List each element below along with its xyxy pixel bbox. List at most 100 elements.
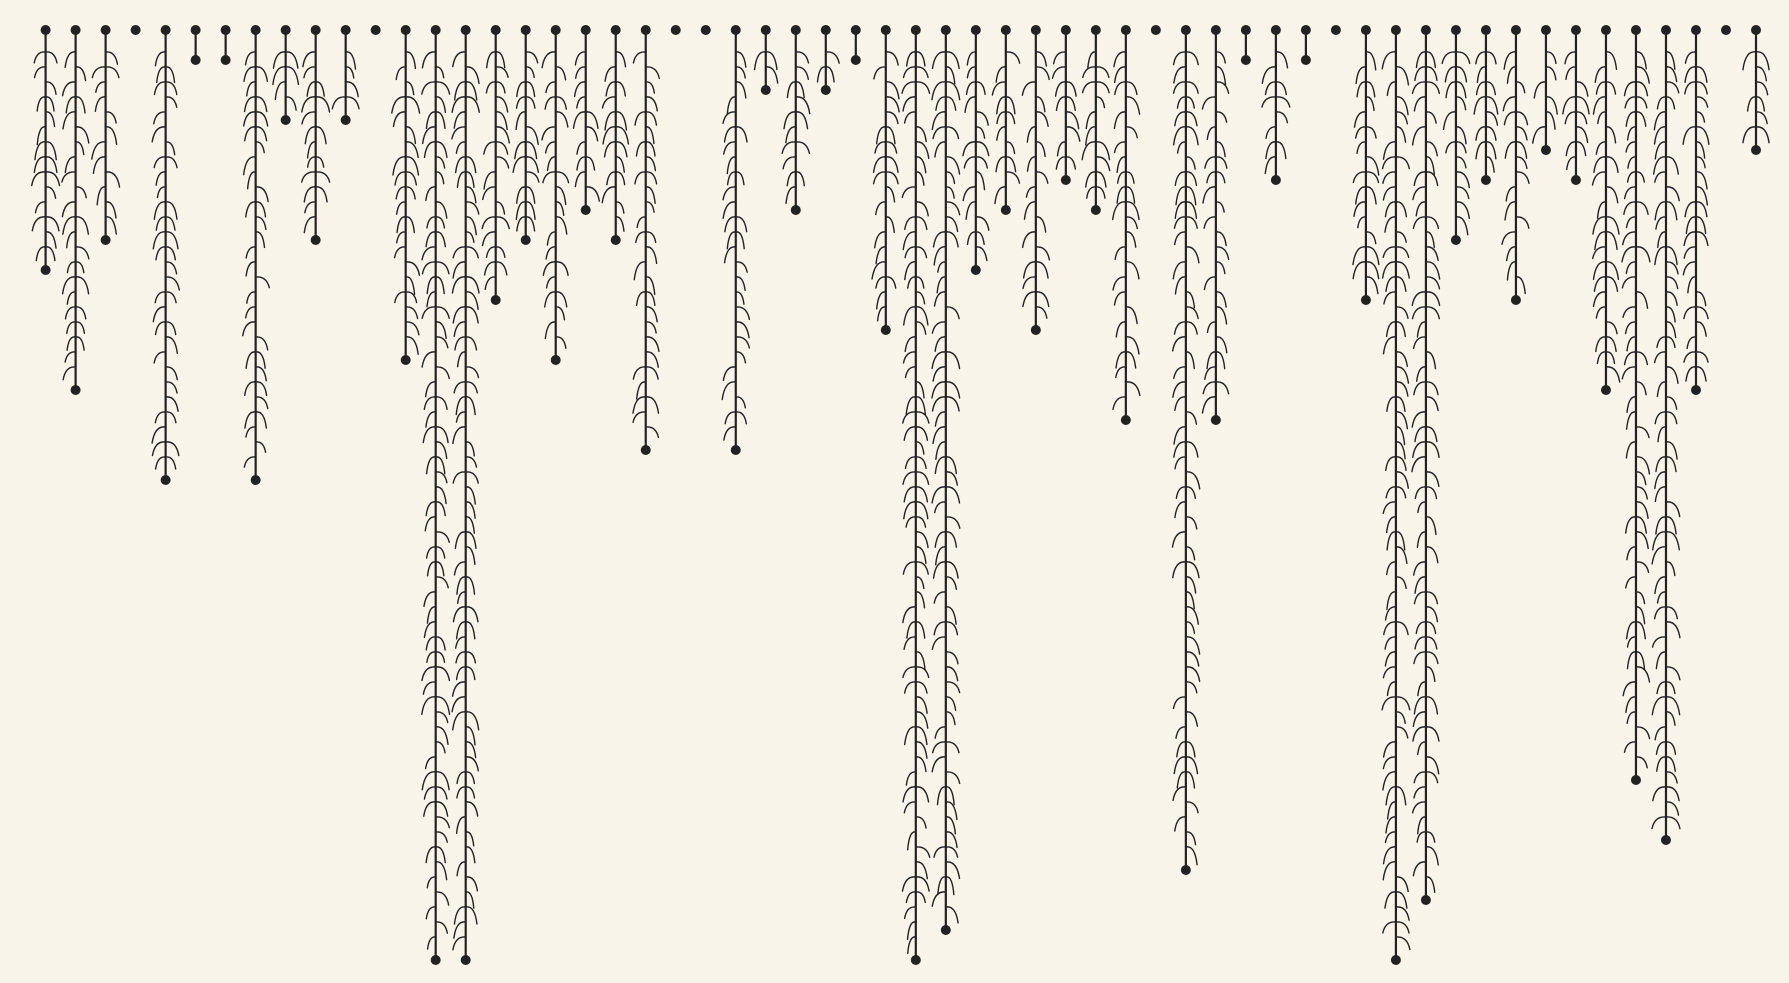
leaf bbox=[1185, 411, 1198, 425]
leaf bbox=[1626, 636, 1637, 648]
leaf bbox=[903, 636, 917, 650]
leaf bbox=[1352, 171, 1367, 184]
leaf bbox=[1055, 96, 1067, 112]
leaf bbox=[1605, 126, 1617, 144]
leaf bbox=[254, 201, 267, 218]
leaf bbox=[254, 231, 266, 249]
leaf bbox=[1687, 276, 1697, 294]
vine-anchor bbox=[640, 25, 651, 35]
leaf bbox=[1275, 111, 1289, 124]
leaf bbox=[421, 261, 437, 275]
leaf bbox=[1413, 381, 1427, 396]
leaf bbox=[453, 561, 467, 576]
leaf bbox=[915, 276, 925, 289]
leaf bbox=[945, 201, 961, 216]
leaf bbox=[1185, 471, 1201, 490]
leaf bbox=[1081, 141, 1097, 161]
leaf bbox=[254, 381, 268, 397]
leaf bbox=[422, 681, 437, 695]
leaf bbox=[1173, 321, 1187, 335]
vine-end bbox=[1210, 415, 1221, 425]
leaf bbox=[1665, 621, 1681, 639]
leaf bbox=[152, 111, 167, 125]
leaf bbox=[1125, 171, 1135, 184]
leaf bbox=[284, 66, 300, 86]
leaf bbox=[965, 81, 977, 96]
leaf bbox=[735, 231, 745, 250]
leaf bbox=[464, 621, 476, 640]
leaf bbox=[721, 381, 737, 401]
leaf bbox=[885, 51, 899, 66]
leaf bbox=[1215, 51, 1226, 64]
leaf bbox=[574, 66, 587, 79]
leaf bbox=[1425, 726, 1440, 742]
leaf bbox=[61, 171, 77, 183]
leaf bbox=[64, 306, 77, 320]
leaf bbox=[66, 321, 77, 335]
leaf bbox=[1625, 441, 1637, 459]
leaf bbox=[426, 216, 437, 229]
leaf bbox=[104, 216, 117, 235]
leaf bbox=[945, 801, 958, 821]
leaf bbox=[1665, 456, 1677, 473]
leaf bbox=[606, 171, 617, 186]
leaf bbox=[945, 576, 958, 591]
leaf bbox=[1174, 111, 1187, 127]
leaf bbox=[1695, 231, 1709, 247]
leaf bbox=[425, 456, 437, 475]
leaf bbox=[1623, 201, 1637, 215]
leaf bbox=[1635, 726, 1651, 740]
leaf bbox=[1215, 306, 1228, 325]
leaf bbox=[245, 351, 257, 369]
leaf bbox=[1635, 246, 1651, 263]
leaf bbox=[906, 621, 917, 639]
leaf bbox=[243, 96, 257, 113]
leaf bbox=[1425, 471, 1440, 488]
leaf bbox=[244, 411, 257, 429]
leaf bbox=[1425, 216, 1440, 230]
vine-anchor bbox=[1420, 25, 1431, 35]
leaf bbox=[1411, 456, 1427, 473]
leaf bbox=[434, 726, 449, 746]
leaf bbox=[1386, 591, 1397, 611]
leaf bbox=[545, 81, 557, 94]
leaf bbox=[1635, 96, 1648, 109]
leaf bbox=[915, 876, 930, 892]
leaf bbox=[1203, 216, 1217, 229]
leaf bbox=[1624, 96, 1637, 109]
leaf bbox=[1171, 336, 1187, 352]
leaf bbox=[1185, 741, 1196, 758]
leaf bbox=[1185, 756, 1199, 775]
leaf bbox=[1515, 81, 1526, 94]
leaf bbox=[164, 366, 178, 381]
leaf bbox=[422, 426, 437, 444]
leaf bbox=[434, 636, 446, 651]
leaf bbox=[104, 201, 117, 219]
leaf bbox=[902, 96, 917, 112]
vine-end bbox=[310, 235, 321, 245]
leaf bbox=[615, 156, 625, 173]
leaf bbox=[1515, 171, 1530, 185]
leaf bbox=[585, 111, 599, 129]
leaf bbox=[1625, 696, 1637, 714]
leaf bbox=[933, 846, 947, 858]
leaf bbox=[645, 291, 656, 307]
leaf bbox=[904, 261, 917, 281]
leaf bbox=[1683, 306, 1697, 320]
leaf bbox=[434, 306, 450, 320]
leaf bbox=[915, 426, 929, 441]
leaf bbox=[937, 261, 947, 273]
leaf bbox=[425, 186, 437, 202]
leaf bbox=[434, 666, 451, 682]
leaf bbox=[885, 111, 899, 125]
leaf bbox=[395, 201, 407, 215]
leaf bbox=[1065, 81, 1077, 97]
leaf bbox=[394, 171, 407, 186]
leaf bbox=[44, 156, 58, 174]
leaf bbox=[525, 66, 535, 79]
leaf bbox=[1384, 201, 1397, 218]
leaf bbox=[975, 231, 985, 246]
leaf bbox=[1695, 366, 1707, 382]
leaf bbox=[246, 81, 257, 97]
leaf bbox=[905, 771, 917, 786]
